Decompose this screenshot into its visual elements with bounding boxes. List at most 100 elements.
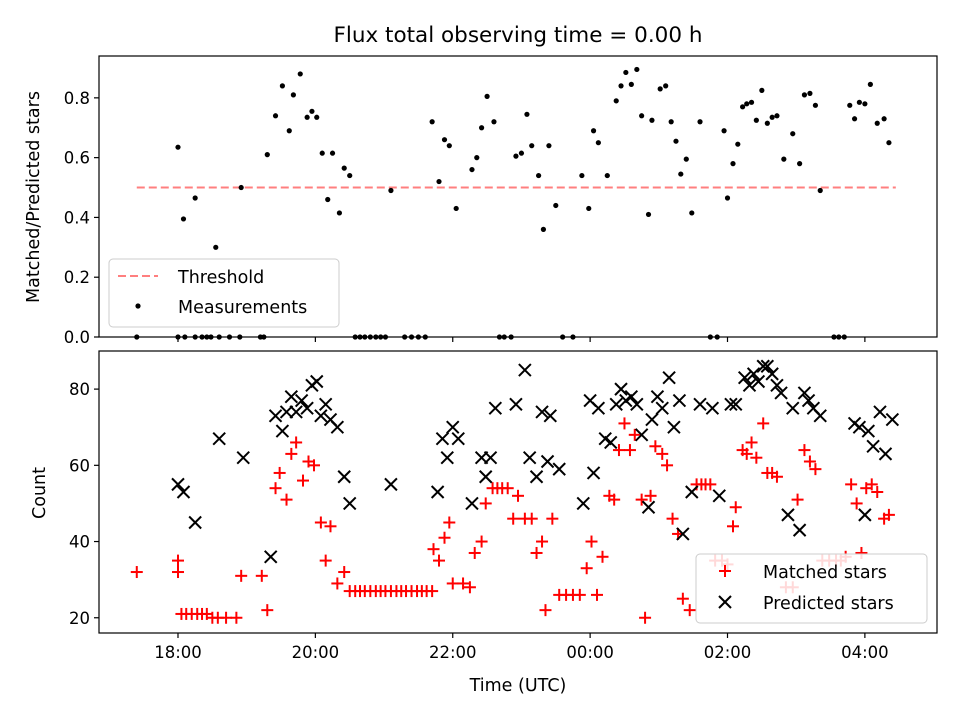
measurement-point	[753, 117, 759, 123]
measurement-point	[192, 195, 198, 201]
matched-star-point	[525, 512, 538, 525]
measurement-point	[529, 143, 535, 149]
predicted-star-point	[662, 370, 676, 385]
matched-star-point	[596, 550, 609, 563]
measurement-point	[436, 178, 442, 185]
matched-star-point	[273, 466, 286, 479]
measurement-point	[336, 210, 343, 216]
predicted-star-point	[685, 485, 699, 499]
measurement-point	[673, 138, 679, 144]
bottom-legend-box	[695, 553, 928, 624]
measurement-point	[579, 172, 585, 179]
measurement-point	[546, 143, 552, 149]
matched-star-point	[639, 611, 652, 624]
matched-star-point	[770, 470, 783, 483]
matched-star-point	[546, 512, 559, 525]
x-tick-label: 18:00	[154, 643, 202, 662]
measurement-point	[446, 143, 452, 149]
matched-star-point	[438, 531, 451, 544]
predicted-star-point	[236, 450, 250, 465]
measurement-point	[764, 120, 770, 126]
predicted-star-point	[797, 386, 812, 400]
predicted-star-point	[737, 370, 752, 385]
measurement-point	[740, 104, 746, 110]
matched-star-point	[512, 489, 524, 502]
matched-star-point	[280, 493, 293, 506]
x-tick-label: 04:00	[841, 643, 889, 662]
matched-star-point	[331, 577, 344, 590]
measurement-point	[649, 117, 655, 123]
measurement-point	[238, 184, 244, 191]
measurement-point	[484, 93, 490, 99]
measurement-point	[613, 98, 619, 104]
matched-star-point	[845, 478, 858, 491]
bottom-y-tick-label: 20	[69, 609, 90, 628]
matched-star-point	[798, 444, 811, 457]
measurement-point	[309, 108, 315, 114]
measurement-point	[634, 66, 640, 73]
predicted-star-point	[300, 401, 314, 415]
predicted-star-point	[655, 401, 669, 415]
matched-legend-swatch	[719, 565, 731, 577]
matched-star-point	[501, 482, 514, 495]
measurement-point	[540, 226, 547, 232]
matched-star-point	[580, 562, 593, 575]
top-legend: Threshold Measurements	[108, 258, 340, 328]
matched-star-point	[324, 520, 337, 533]
predicted-star-point	[518, 363, 532, 377]
matched-star-point	[307, 459, 320, 472]
measurement-point	[724, 195, 731, 201]
matched-star-point	[740, 447, 753, 460]
measurement-point	[847, 102, 853, 108]
x-tick-label: 02:00	[704, 643, 752, 662]
matched-star-point	[757, 417, 770, 430]
matched-star-point	[726, 520, 739, 533]
measurement-point	[774, 113, 780, 119]
measurement-point	[453, 205, 459, 212]
measurement-point	[264, 152, 270, 158]
matched-star-point	[446, 577, 459, 590]
measurement-point	[286, 128, 292, 134]
matched-star-point	[644, 489, 657, 502]
predicted-star-point	[813, 409, 827, 423]
top-y-tick-label: 0.2	[64, 268, 90, 287]
predicted-star-point	[676, 527, 690, 541]
predicted-star-point	[440, 450, 454, 465]
measurement-point	[721, 128, 727, 134]
measurement-point	[797, 161, 803, 167]
measurement-point	[478, 125, 485, 131]
matched-star-point	[457, 577, 470, 590]
measurement-point	[319, 150, 325, 156]
matched-star-point	[285, 447, 298, 460]
predicted-star-point	[751, 374, 766, 389]
measurement-point	[518, 150, 525, 156]
matched-star-point	[269, 482, 282, 495]
predicted-star-point	[509, 397, 523, 412]
measurement-point	[623, 69, 629, 76]
predicted-star-point	[861, 424, 876, 438]
predicted-star-point	[343, 496, 357, 511]
predicted-star-point	[275, 424, 290, 438]
bottom-y-axis-label: Count	[30, 467, 50, 519]
predicted-star-point	[852, 420, 867, 434]
matched-star-point	[297, 474, 310, 487]
measurement-point	[645, 211, 652, 218]
measurement-point	[491, 119, 497, 125]
measurement-point	[180, 216, 187, 222]
top-x-axis	[177, 337, 866, 342]
predicted-star-point	[873, 405, 887, 419]
measurement-point	[474, 155, 480, 161]
x-axis-label: Time (UTC)	[469, 676, 567, 696]
measurement-point	[867, 81, 873, 87]
measurement-point	[862, 101, 868, 107]
matched-star-point	[628, 428, 641, 441]
predicted-star-point	[591, 401, 606, 415]
predicted-star-point	[705, 401, 720, 415]
predicted-star-point	[630, 397, 644, 412]
matched-star-point	[666, 512, 679, 525]
predicted-star-point	[667, 420, 681, 434]
matched-star-point	[661, 459, 674, 472]
matched-star-point	[656, 447, 669, 460]
predicted-star-point	[858, 508, 872, 522]
